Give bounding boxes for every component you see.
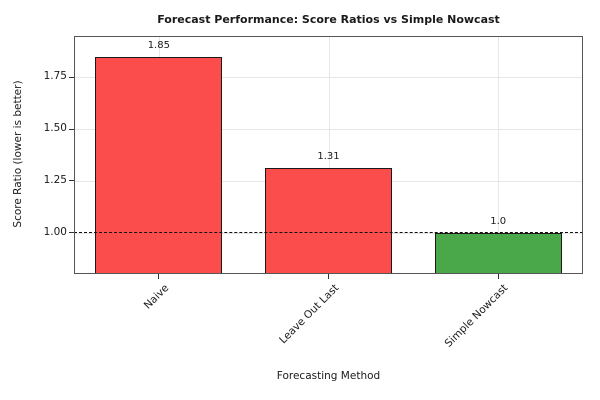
y-tick-label: 1.75 (43, 70, 67, 83)
x-tick-label: Naive (141, 282, 172, 312)
bar-leave-out-last (264, 168, 393, 274)
bar-naive (95, 56, 223, 274)
y-tick-mark (69, 180, 74, 182)
x-tick-mark (327, 274, 330, 279)
x-tick-mark (158, 274, 160, 279)
bar-simple-nowcast (434, 232, 562, 274)
x-tick-label: Simple Nowcast (442, 282, 511, 350)
y-tick-mark (69, 128, 74, 130)
x-tick-label: Leave Out Last (276, 282, 341, 347)
x-axis-label: Forecasting Method (276, 370, 381, 382)
bar-value-label: 1.31 (317, 151, 340, 163)
plot-area (74, 36, 583, 274)
y-tick-mark (69, 76, 74, 78)
v-gridline (328, 36, 330, 274)
chart-title: Forecast Performance: Score Ratios vs Si… (157, 13, 500, 26)
y-tick-label: 1.00 (43, 225, 67, 238)
y-tick-label: 1.25 (43, 173, 67, 186)
reference-line (74, 231, 583, 233)
y-tick-mark (69, 232, 74, 234)
bar-value-label: 1.85 (147, 39, 170, 51)
v-gridline (498, 36, 500, 274)
y-tick-label: 1.50 (43, 122, 67, 135)
y-axis-label: Score Ratio (lower is better) (12, 80, 24, 228)
bar-value-label: 1.0 (490, 215, 507, 227)
x-tick-mark (497, 274, 499, 279)
